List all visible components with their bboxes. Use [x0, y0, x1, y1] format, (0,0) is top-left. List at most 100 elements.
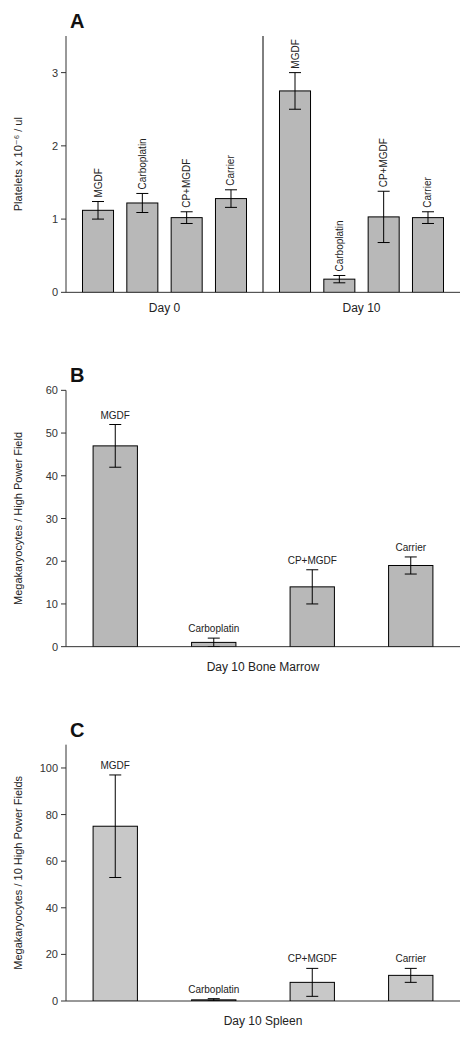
y-tick	[61, 219, 66, 220]
bar-label: Carboplatin	[188, 984, 239, 995]
bar	[279, 91, 310, 292]
bar	[215, 199, 246, 293]
panel-title: A	[70, 10, 84, 32]
y-tick-label: 0	[52, 995, 58, 1007]
error-cap	[208, 638, 220, 639]
error-cap	[306, 569, 318, 570]
error-line	[230, 190, 231, 208]
error-line	[312, 968, 313, 996]
error-cap	[422, 211, 434, 212]
error-cap	[306, 603, 318, 604]
error-bar	[306, 570, 318, 604]
y-tick-label: 0	[52, 641, 58, 653]
x-tick-label: Day 0	[149, 301, 181, 315]
error-cap	[109, 774, 121, 775]
y-axis-line	[66, 390, 67, 646]
error-bar	[405, 968, 417, 982]
y-tick	[61, 390, 66, 391]
y-tick-label: 100	[40, 762, 58, 774]
y-tick	[61, 814, 66, 815]
y-tick-label: 30	[46, 513, 58, 525]
y-tick-label: 3	[52, 67, 58, 79]
y-tick-label: 10	[46, 598, 58, 610]
error-cap	[92, 201, 104, 202]
bar	[412, 218, 443, 293]
error-bar	[422, 212, 434, 224]
y-tick-label: 20	[46, 948, 58, 960]
error-cap	[181, 211, 193, 212]
panel-title: B	[70, 364, 84, 386]
bar	[171, 218, 202, 293]
error-bar	[208, 638, 220, 647]
x-axis-label: Day 10 Spleen	[224, 1014, 303, 1028]
y-tick-label: 2	[52, 140, 58, 152]
y-tick	[61, 475, 66, 476]
y-tick	[61, 561, 66, 562]
error-line	[312, 570, 313, 604]
y-tick	[61, 861, 66, 862]
error-cap	[136, 193, 148, 194]
error-bar	[109, 775, 121, 878]
error-cap	[289, 72, 301, 73]
bar-labels: MGDF Carboplatin CP+MGDF Carrier	[101, 760, 427, 995]
group-divider	[263, 36, 264, 292]
bar	[127, 203, 158, 292]
bar	[389, 565, 433, 646]
y-axis-line	[66, 745, 67, 1001]
y-tick	[61, 907, 66, 908]
y-tick-label: 20	[46, 555, 58, 567]
bar	[93, 446, 137, 647]
error-cap	[306, 968, 318, 969]
error-cap	[181, 223, 193, 224]
error-line	[295, 73, 296, 110]
error-cap	[225, 189, 237, 190]
error-cap	[136, 212, 148, 213]
panel: 020406080100Megakaryocytes / 10 High Pow…	[12, 719, 460, 1028]
y-tick-label: 40	[46, 470, 58, 482]
error-cap	[422, 223, 434, 224]
bar-label: Carrier	[422, 177, 433, 208]
plot-area	[93, 775, 433, 1001]
plot-area	[93, 425, 433, 647]
bar-label: CP+MGDF	[288, 953, 337, 964]
error-bar	[378, 191, 390, 242]
error-line	[213, 638, 214, 647]
error-bar	[306, 968, 318, 996]
bar-label: Carrier	[225, 155, 236, 186]
error-line	[427, 212, 428, 224]
x-tick-label: Day 10	[342, 301, 380, 315]
bar-label: MGDF	[101, 410, 130, 421]
y-tick	[61, 767, 66, 768]
bar-label: Carrier	[395, 542, 426, 553]
y-axis-label: Megakaryocytes / 10 High Power Fields	[12, 775, 24, 969]
bar-label: Carboplatin	[334, 220, 345, 271]
error-cap	[405, 982, 417, 983]
error-bar	[136, 193, 148, 212]
y-tick	[61, 518, 66, 519]
error-cap	[378, 242, 390, 243]
error-line	[410, 968, 411, 982]
error-line	[339, 275, 340, 282]
y-axis-label: Platelets x 10⁻⁶ / ul	[12, 117, 24, 211]
error-cap	[92, 219, 104, 220]
error-cap	[208, 646, 220, 647]
panel: 0102030405060Megakaryocytes / High Power…	[12, 364, 460, 673]
y-tick-label: 80	[46, 809, 58, 821]
bar-label: MGDF	[290, 39, 301, 68]
panel: 0123Platelets x 10⁻⁶ / ulAMGDFCarboplati…	[12, 10, 460, 315]
error-cap	[306, 996, 318, 997]
error-cap	[225, 207, 237, 208]
error-cap	[289, 109, 301, 110]
error-bar	[333, 275, 345, 282]
error-line	[142, 193, 143, 212]
error-cap	[405, 556, 417, 557]
bar-label: MGDF	[101, 760, 130, 771]
y-tick-label: 60	[46, 855, 58, 867]
error-cap	[378, 191, 390, 192]
error-line	[186, 212, 187, 224]
error-cap	[109, 877, 121, 878]
bar-label: Carrier	[395, 953, 426, 964]
error-line	[115, 775, 116, 878]
bar	[82, 210, 113, 292]
x-axis-label: Day 10 Bone Marrow	[207, 660, 320, 674]
